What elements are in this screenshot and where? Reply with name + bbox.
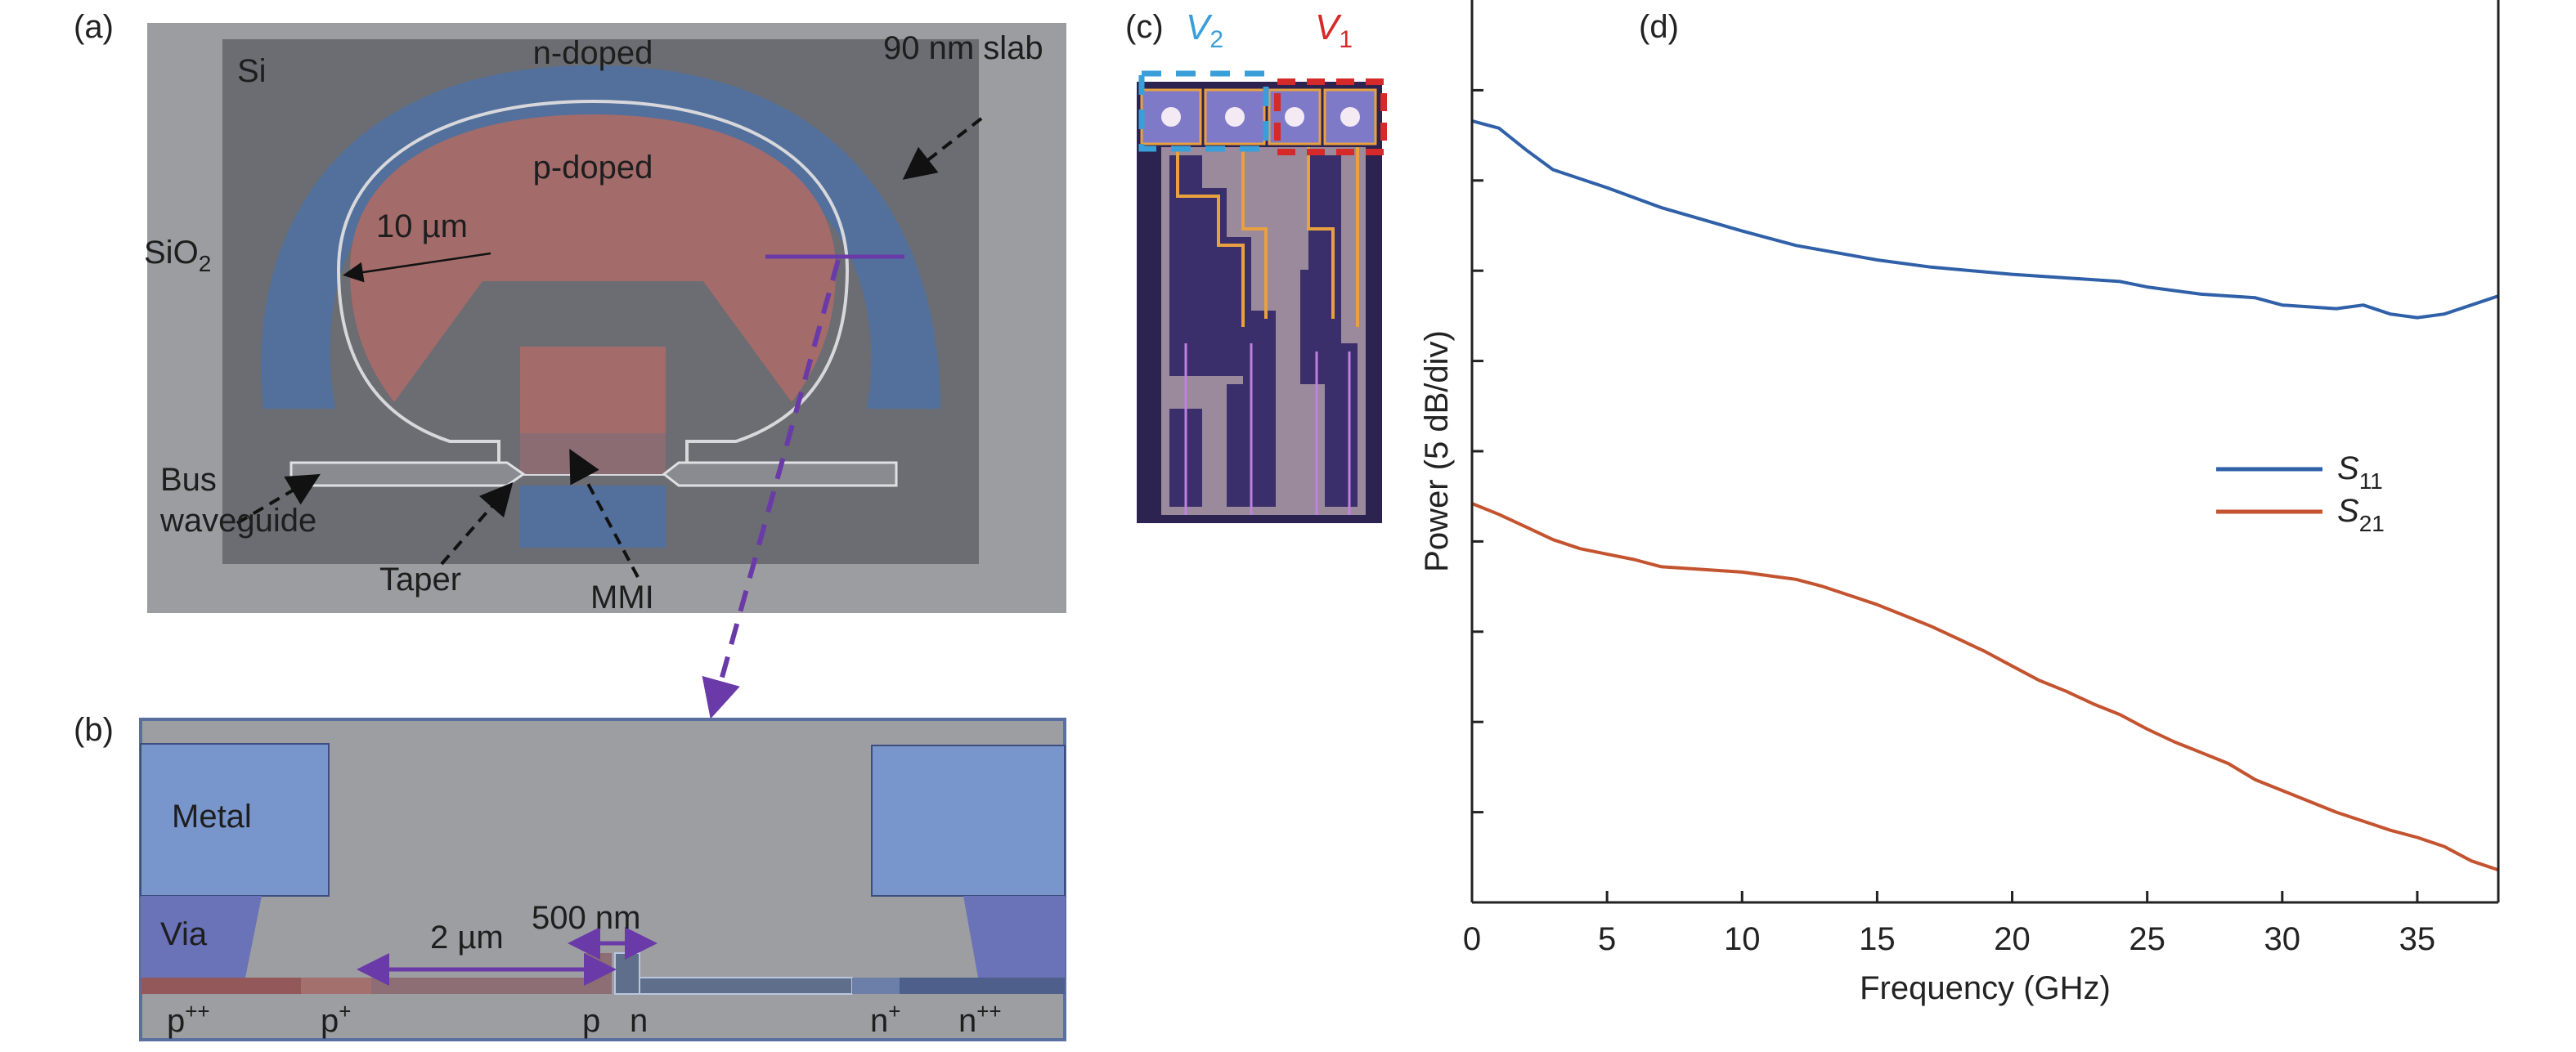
bus-arrow xyxy=(236,473,321,525)
chip-micrograph xyxy=(1137,82,1382,523)
x-tick-label: 35 xyxy=(2399,921,2436,957)
metal-label: Metal xyxy=(172,799,252,835)
y-axis-label: Power (5 dB/div) xyxy=(1419,330,1455,572)
panel-c: (c) V2 V1 xyxy=(1125,7,1387,523)
series-line-s21 xyxy=(1471,502,2499,872)
width-2um-label: 2 µm xyxy=(430,920,504,956)
ring-resonator xyxy=(336,99,850,476)
legend-label-s21: S21 xyxy=(2337,493,2385,536)
via-label: Via xyxy=(160,916,208,952)
tick-layer: 0 5 10 15 20 25 30 35 xyxy=(1463,88,2436,957)
slab-label: 90 nm slab xyxy=(883,30,1043,66)
legend-label-s11: S11 xyxy=(2337,450,2383,494)
doping-label: n xyxy=(630,1003,648,1039)
via-left xyxy=(141,896,262,978)
n-region xyxy=(639,977,853,995)
width-500nm-label: 500 nm xyxy=(532,900,640,936)
sparameter-chart: 0 5 10 15 20 25 30 35 Frequency (GHz) Power (5 … xyxy=(1419,0,2500,1006)
panel-b: (b) Metal Via 2 µm 500 nm p++ p+ p n n+ … xyxy=(74,712,1066,1041)
x-tick-label: 30 xyxy=(2264,921,2301,957)
panel-c-label: (c) xyxy=(1125,9,1164,45)
doping-label: p xyxy=(582,1003,600,1039)
mmi-arrow xyxy=(569,448,640,578)
x-tick-label: 10 xyxy=(1724,921,1761,957)
v2-label: V2 xyxy=(1186,7,1223,53)
v1-label: V1 xyxy=(1315,7,1353,53)
n-rib xyxy=(614,952,640,995)
radius-arrow xyxy=(343,252,491,283)
si-label: Si xyxy=(237,53,267,89)
panel-d: (d) 0 5 10 15 20 25 30 35 Frequency (GHz) Power… xyxy=(1419,0,2500,1006)
taper-label: Taper xyxy=(379,562,461,598)
v2-pad-box xyxy=(1138,70,1269,152)
bus-label-1: Bus xyxy=(160,462,217,498)
p-doped-region xyxy=(350,114,836,402)
panel-d-label: (d) xyxy=(1639,9,1679,45)
mmi-label: MMI xyxy=(590,580,654,616)
doping-label: n++ xyxy=(958,999,1002,1039)
x-tick-label: 0 xyxy=(1463,921,1481,957)
series-line-s11 xyxy=(1471,119,2499,320)
series-layer xyxy=(1471,119,2499,872)
x-axis-label: Frequency (GHz) xyxy=(1860,970,2111,1006)
sio2-label: SiO2 xyxy=(144,235,211,276)
n-doped-label: n-doped xyxy=(533,35,653,71)
panel-a: (a) Si n-doped 90 nm slab p-doped SiO2 1… xyxy=(74,9,1066,719)
mmi-n-contact xyxy=(520,486,666,548)
panel-b-label: (b) xyxy=(74,712,114,748)
bus-label-2: waveguide xyxy=(159,503,316,539)
x-tick-label: 15 xyxy=(1859,921,1896,957)
p-region xyxy=(371,978,612,994)
slab-arrow xyxy=(902,117,983,180)
x-tick-label: 25 xyxy=(2129,921,2165,957)
radius-label: 10 µm xyxy=(376,208,468,244)
via-right xyxy=(963,896,1065,978)
n-plus-plus-region xyxy=(900,978,1065,994)
n-plus-region xyxy=(852,978,900,994)
cross-section-arrow xyxy=(702,259,841,719)
mmi-p-contact xyxy=(520,347,666,433)
taper-arrow xyxy=(440,481,514,566)
metal-left xyxy=(140,743,330,897)
x-tick-label: 5 xyxy=(1598,921,1616,957)
x-tick-label: 20 xyxy=(1994,921,2031,957)
doping-label: p++ xyxy=(167,999,210,1039)
panel-a-label: (a) xyxy=(74,9,114,45)
p-doped-label: p-doped xyxy=(533,150,653,186)
doping-label: p+ xyxy=(321,999,351,1039)
metal-right xyxy=(871,745,1066,897)
p-plus-plus-region xyxy=(141,978,301,994)
p-plus-region xyxy=(301,978,371,994)
mmi-overlap xyxy=(520,433,666,474)
doping-label: n+ xyxy=(870,999,900,1039)
